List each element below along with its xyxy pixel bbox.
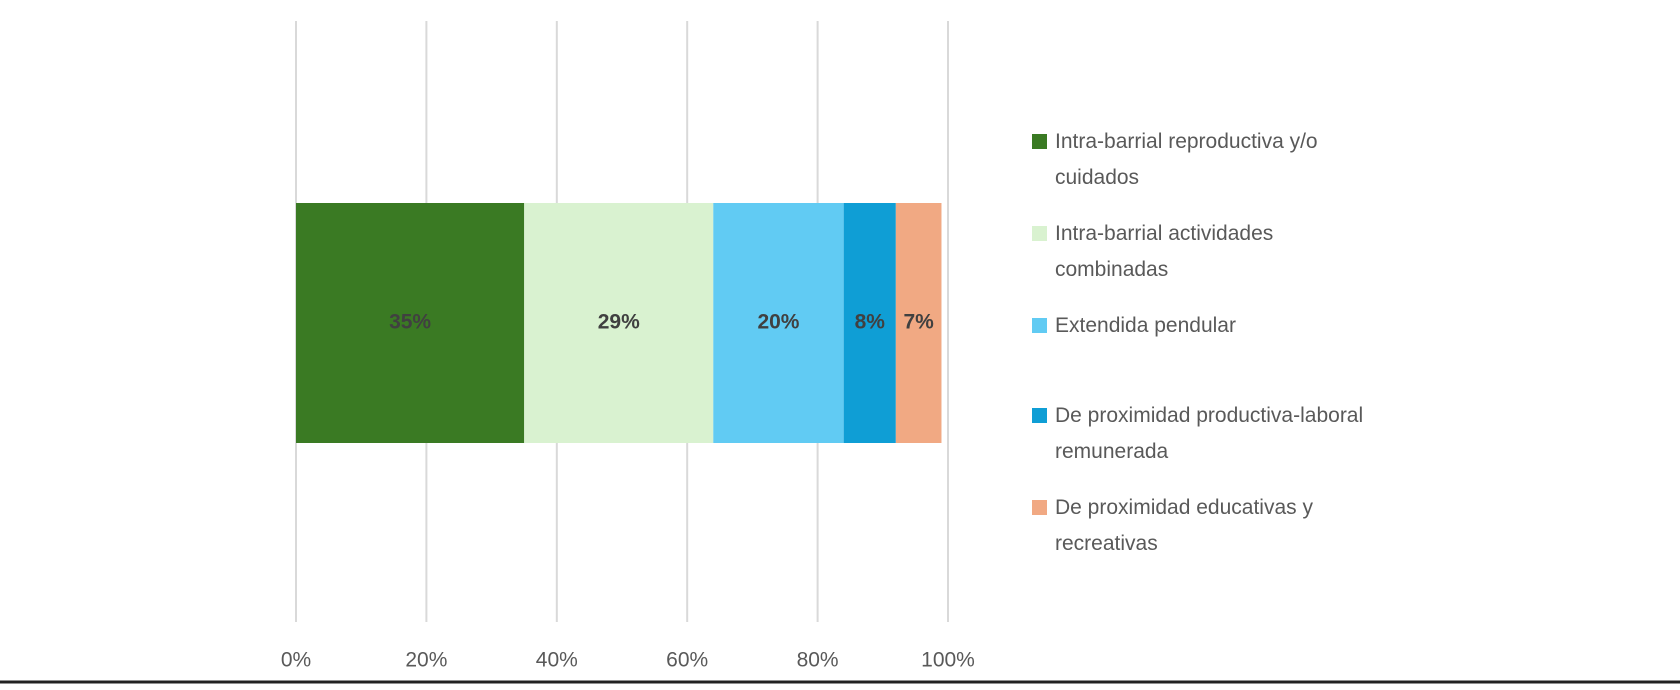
bar-segment — [895, 203, 942, 443]
legend-item: De proximidad educativas y recreativas — [1032, 490, 1372, 562]
legend-swatch — [1032, 226, 1047, 241]
data-label: 20% — [757, 311, 799, 334]
bar-segment — [296, 203, 525, 443]
legend-label: De proximidad productiva-laboral remuner… — [1055, 404, 1364, 463]
x-tick-label: 60% — [666, 649, 708, 672]
data-label: 29% — [598, 311, 640, 334]
x-tick-label: 20% — [405, 649, 447, 672]
legend-label: De proximidad educativas y recreativas — [1055, 496, 1313, 555]
legend-item: Extendida pendular — [1032, 308, 1372, 344]
legend-swatch — [1032, 134, 1047, 149]
data-label: 35% — [389, 311, 431, 334]
x-tick-label: 40% — [536, 649, 578, 672]
data-label: 8% — [855, 311, 886, 334]
bar-segment — [713, 203, 844, 443]
legend-label: Intra-barrial reproductiva y/o cuidados — [1055, 130, 1318, 189]
legend-label: Intra-barrial actividades combinadas — [1055, 222, 1274, 281]
legend-swatch — [1032, 408, 1047, 423]
data-label: 7% — [903, 311, 934, 334]
x-tick-label: 0% — [281, 649, 311, 672]
legend-item: Intra-barrial actividades combinadas — [1032, 216, 1372, 288]
bar-segment — [843, 203, 896, 443]
legend-item: Intra-barrial reproductiva y/o cuidados — [1032, 124, 1372, 196]
legend-label: Extendida pendular — [1055, 314, 1236, 337]
legend-swatch — [1032, 318, 1047, 333]
x-tick-label: 80% — [797, 649, 839, 672]
legend-swatch — [1032, 500, 1047, 515]
bar-segment — [524, 203, 714, 443]
x-tick-label: 100% — [921, 649, 975, 672]
legend-item: De proximidad productiva-laboral remuner… — [1032, 398, 1372, 470]
